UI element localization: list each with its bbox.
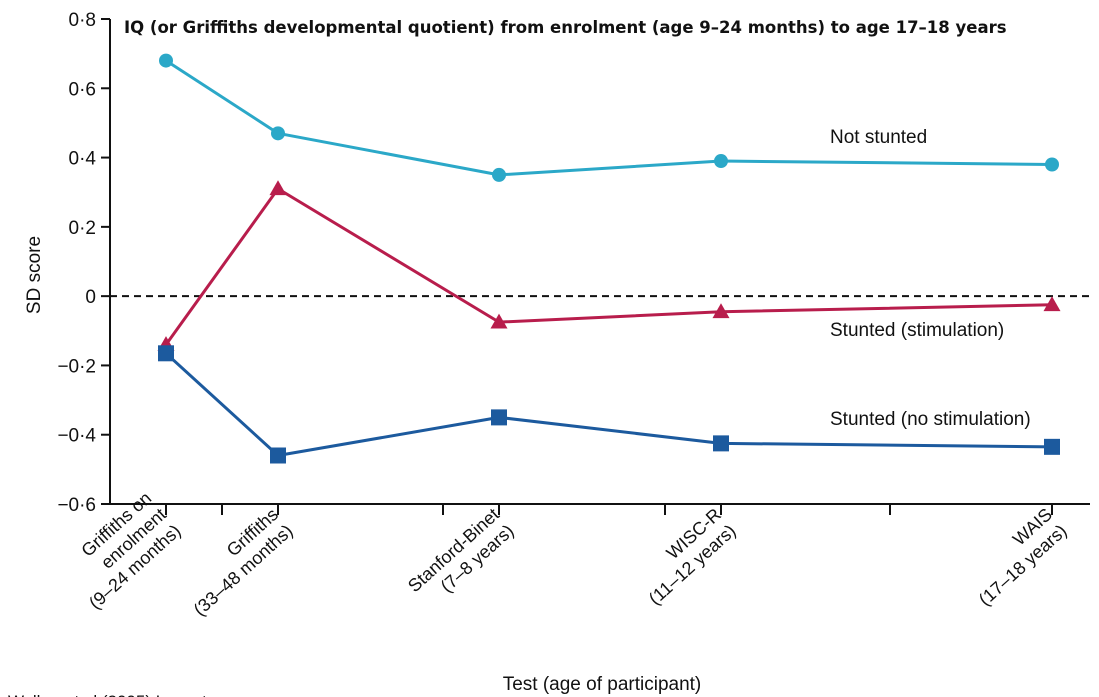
- data-point-circle: [159, 53, 173, 68]
- y-tick-label: 0·4: [69, 149, 97, 170]
- y-tick-label: 0: [85, 287, 96, 308]
- series-label: Stunted (stimulation): [830, 320, 1004, 341]
- data-point-circle: [714, 154, 728, 169]
- data-point-triangle: [269, 180, 287, 196]
- series-lines: [164, 59, 1053, 457]
- series-line-3: [164, 352, 1053, 457]
- x-axis-title: Test (age of participant): [503, 674, 702, 695]
- x-category-label: Stanford-Binet(7–8 years): [404, 504, 518, 596]
- data-point-square: [491, 409, 507, 426]
- data-point-triangle: [490, 313, 508, 329]
- data-point-circle: [1045, 157, 1059, 172]
- data-point-square: [1044, 438, 1060, 455]
- y-tick-label: −0·2: [57, 356, 96, 377]
- x-category-label: WISC-R(11–12 years): [645, 504, 740, 609]
- data-point-triangle: [712, 303, 730, 319]
- x-category-label: Griffiths(33–48 months): [190, 504, 297, 620]
- y-tick-label: 0·6: [69, 79, 96, 100]
- series-markers: [157, 53, 1061, 464]
- data-point-square: [158, 345, 174, 362]
- series-label: Not stunted: [830, 127, 927, 148]
- data-point-circle: [492, 167, 506, 182]
- data-point-square: [713, 435, 729, 452]
- chart-title: IQ (or Griffiths developmental quotient)…: [124, 18, 1007, 37]
- data-point-triangle: [1043, 296, 1061, 312]
- y-tick-label: 0·2: [69, 218, 96, 239]
- data-point-square: [270, 447, 286, 464]
- y-tick-label: −0·6: [57, 495, 96, 516]
- y-axis-title: SD score: [24, 236, 45, 314]
- credit-text: Walker et al (2005) Lancet: [8, 692, 207, 697]
- axes: 0·8 0·6 0·4 0·2 0 −0·2 −0·4 −0·6: [57, 10, 1090, 516]
- series-label: Stunted (no stimulation): [830, 409, 1031, 430]
- y-tick-label: −0·4: [57, 426, 96, 447]
- y-tick-label: 0·8: [69, 10, 96, 31]
- data-point-circle: [271, 126, 285, 141]
- x-category-label: WAIS(17–18 years): [975, 504, 1071, 610]
- series-line-1: [165, 59, 1053, 177]
